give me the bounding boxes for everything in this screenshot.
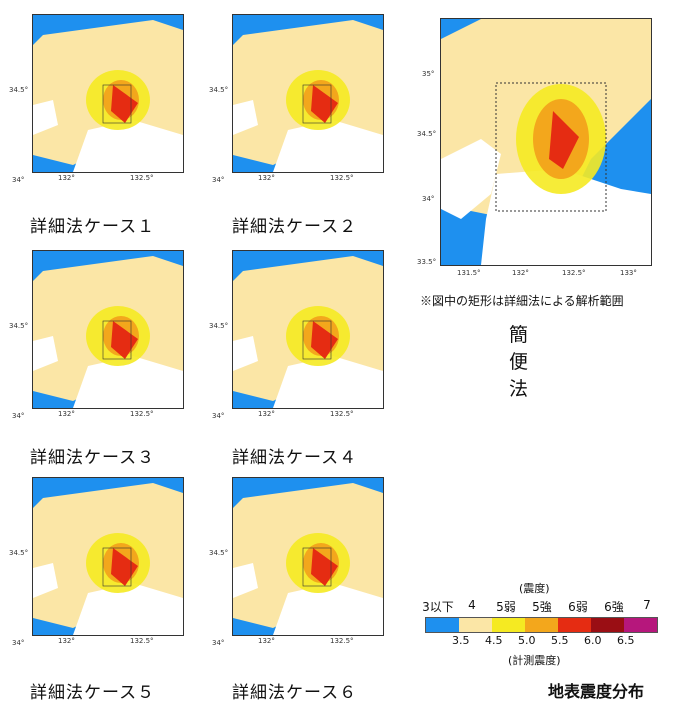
case-lon-tick: 132.5° (130, 637, 154, 645)
figure-title: 地表震度分布 (548, 682, 645, 701)
simple-method-label: 簡便法 (509, 324, 530, 400)
case-map (32, 250, 184, 409)
intensity-color-swatch (624, 618, 657, 632)
measured-value: 5.5 (551, 634, 569, 647)
case-lon-tick: 132° (58, 410, 75, 418)
simple-lat-tick: 35° (422, 70, 435, 78)
intensity-label: 7 (643, 598, 651, 612)
case-map (232, 250, 384, 409)
case-lon-tick: 132.5° (130, 410, 154, 418)
intensity-color-swatch (558, 618, 591, 632)
intensity-label: 5弱 (496, 600, 516, 614)
case-caption: 詳細法ケース４ (232, 448, 358, 468)
case-caption: 詳細法ケース１ (30, 217, 156, 237)
case-map-svg (233, 15, 383, 172)
case-caption: 詳細法ケース５ (30, 683, 156, 703)
measured-value: 6.0 (584, 634, 602, 647)
measured-value: 6.5 (617, 634, 635, 647)
case-map-svg (33, 15, 183, 172)
measured-value: 3.5 (452, 634, 470, 647)
case-lon-tick: 132° (258, 410, 275, 418)
case-lon-tick: 132° (58, 174, 75, 182)
simple-lat-tick: 34.5° (417, 130, 437, 138)
measured-value: 4.5 (485, 634, 503, 647)
case-map-svg (33, 251, 183, 408)
intensity-title: (震度) (519, 582, 550, 595)
intensity-color-swatch (492, 618, 525, 632)
case-lat-tick: 34.5° (9, 322, 29, 330)
case-lon-tick: 132.5° (330, 410, 354, 418)
simple-lat-tick: 34° (422, 195, 435, 203)
simple-lon-tick: 132.5° (562, 269, 586, 277)
case-map (232, 14, 384, 173)
case-lat-tick: 34.5° (209, 322, 229, 330)
case-lat-tick: 34° (212, 176, 225, 184)
case-caption: 詳細法ケース３ (30, 448, 156, 468)
intensity-labels: 3以下 4 5弱 5強 6弱 6強 7 (420, 598, 662, 615)
case-map-svg (233, 478, 383, 635)
case-lat-tick: 34° (12, 639, 25, 647)
case-caption: 詳細法ケース６ (232, 683, 358, 703)
case-lon-tick: 132° (258, 637, 275, 645)
case-lat-tick: 34° (12, 176, 25, 184)
analysis-range-note: ※図中の矩形は詳細法による解析範囲 (420, 294, 624, 308)
intensity-color-swatch (591, 618, 624, 632)
case-lat-tick: 34° (212, 639, 225, 647)
case-lat-tick: 34° (212, 412, 225, 420)
case-map (232, 477, 384, 636)
simple-method-map (440, 18, 652, 266)
case-lat-tick: 34.5° (9, 549, 29, 557)
case-map (32, 14, 184, 173)
simple-lon-tick: 133° (620, 269, 637, 277)
case-lat-tick: 34.5° (209, 86, 229, 94)
simple-lon-tick: 132° (512, 269, 529, 277)
measured-value: 5.0 (518, 634, 536, 647)
case-map (32, 477, 184, 636)
intensity-label: 6弱 (568, 600, 588, 614)
case-map-svg (233, 251, 383, 408)
case-map-svg (33, 478, 183, 635)
intensity-color-swatch (426, 618, 459, 632)
case-lat-tick: 34.5° (9, 86, 29, 94)
simple-lat-tick: 33.5° (417, 258, 437, 266)
measured-values: 3.5 4.5 5.0 5.5 6.0 6.5 (452, 634, 672, 648)
case-lon-tick: 132.5° (330, 174, 354, 182)
intensity-color-swatch (459, 618, 492, 632)
case-lon-tick: 132° (258, 174, 275, 182)
case-lon-tick: 132.5° (330, 637, 354, 645)
intensity-label: 5強 (532, 600, 552, 614)
simple-map-svg (441, 19, 651, 265)
intensity-label: 3以下 (422, 600, 454, 614)
measured-title: (計測震度) (508, 654, 561, 667)
intensity-label: 6強 (604, 600, 624, 614)
intensity-color-bar (425, 617, 658, 633)
intensity-color-swatch (525, 618, 558, 632)
case-lon-tick: 132.5° (130, 174, 154, 182)
case-lon-tick: 132° (58, 637, 75, 645)
case-lat-tick: 34° (12, 412, 25, 420)
case-lat-tick: 34.5° (209, 549, 229, 557)
intensity-label: 4 (468, 598, 476, 612)
simple-lon-tick: 131.5° (457, 269, 481, 277)
case-caption: 詳細法ケース２ (232, 217, 358, 237)
